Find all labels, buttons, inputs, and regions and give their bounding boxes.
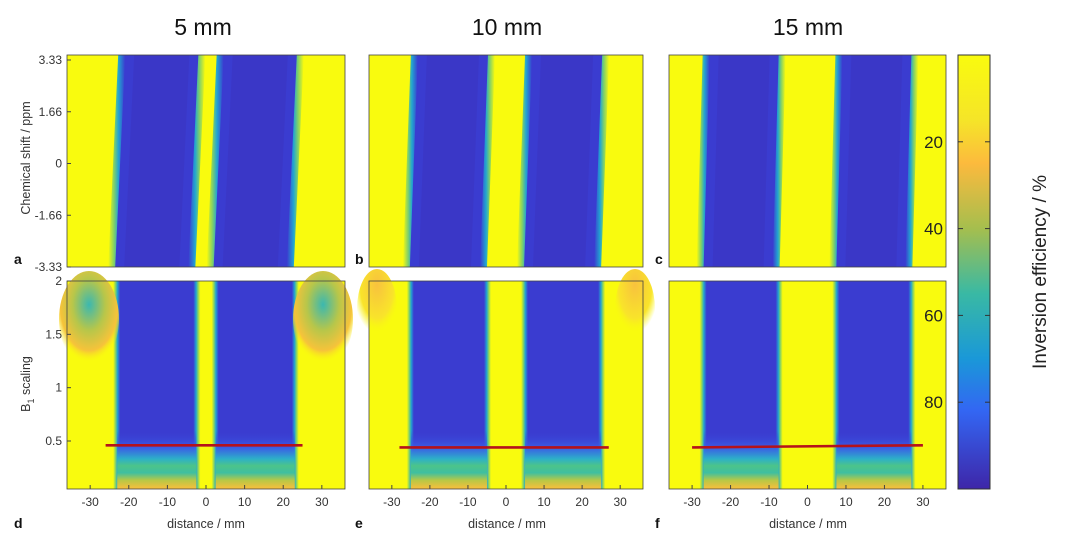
low-b1-fade — [703, 431, 779, 489]
panel-a — [67, 55, 345, 267]
column-title-15mm: 15 mm — [773, 14, 843, 40]
bottom-ylabel-rest: scaling — [19, 356, 33, 398]
corner-artifact — [293, 271, 353, 367]
band-edge — [479, 55, 495, 267]
y-tick-label: 0 — [55, 157, 62, 171]
panel-letter: f — [655, 515, 660, 531]
y-tick-label: 1.5 — [45, 327, 62, 341]
bottom-ylabel-sub: 1 — [26, 399, 36, 404]
x-tick-label: 0 — [804, 495, 811, 509]
corner-artifact — [59, 271, 119, 367]
bottom-ylabel: B1 scaling — [19, 356, 36, 412]
x-tick-label: 30 — [613, 495, 627, 509]
band-shade — [418, 55, 479, 267]
band-edge — [517, 55, 533, 267]
x-tick-label: -30 — [383, 495, 401, 509]
x-tick-label: 10 — [238, 495, 252, 509]
corner-artifact — [615, 269, 655, 349]
low-b1-fade — [525, 431, 602, 489]
panel-letter: c — [655, 251, 663, 267]
y-tick-label: 1 — [55, 381, 62, 395]
inversion-band — [700, 55, 782, 267]
panel-letter: d — [14, 515, 23, 531]
x-tick-label: 30 — [916, 495, 930, 509]
panel-letter: b — [355, 251, 364, 267]
band-edge — [286, 55, 304, 267]
panel-frame — [668, 54, 947, 268]
x-tick-label: -10 — [459, 495, 477, 509]
x-tick-label: 0 — [503, 495, 510, 509]
y-tick-label: 2 — [55, 274, 62, 288]
y-tick-label: 1.66 — [39, 105, 63, 119]
colorbar-tick-label: 20 — [924, 133, 943, 152]
inversion-band — [112, 55, 202, 267]
y-tick-label: 3.33 — [39, 53, 63, 67]
x-tick-label: -10 — [760, 495, 778, 509]
x-tick-label: 20 — [277, 495, 291, 509]
colorbar-tick-label: 80 — [924, 393, 943, 412]
corner-artifact — [357, 269, 397, 349]
low-b1-fade — [215, 431, 295, 489]
band-edge — [188, 55, 206, 267]
y-tick-label: -3.33 — [35, 260, 63, 274]
band-shade — [845, 55, 903, 267]
band-shade — [712, 55, 770, 267]
xlabel-col1: distance / mm — [167, 517, 245, 531]
band-edge — [829, 55, 843, 267]
x-tick-label: -30 — [81, 495, 99, 509]
colorbar-ticks: 20 40 60 80 — [924, 133, 990, 412]
colorbar-label: Inversion efficiency / % — [1030, 175, 1051, 369]
red-threshold-line — [692, 443, 923, 449]
x-tick-label: 30 — [315, 495, 329, 509]
x-tick-label: 10 — [839, 495, 853, 509]
x-tick-label: 20 — [575, 495, 589, 509]
inversion-band — [833, 55, 915, 267]
panel-frame — [368, 54, 644, 268]
panel-frame — [66, 54, 346, 268]
xlabel-col2: distance / mm — [468, 517, 546, 531]
x-tick-label: -20 — [120, 495, 138, 509]
panel-letter: e — [355, 515, 363, 531]
x-tick-label: 0 — [203, 495, 210, 509]
band-edge — [206, 55, 224, 267]
band-edge — [696, 55, 710, 267]
band-shade — [222, 55, 288, 267]
inversion-band — [521, 55, 606, 267]
bottom-ylabel-main: B — [19, 404, 33, 412]
x-tick-label: -30 — [683, 495, 701, 509]
band-edge — [772, 55, 786, 267]
column-title-10mm: 10 mm — [472, 14, 542, 40]
band-edge — [402, 55, 418, 267]
y-tick-label: 0.5 — [45, 434, 62, 448]
colorbar — [957, 54, 991, 490]
x-tick-label: 20 — [878, 495, 892, 509]
xlabel-col3: distance / mm — [769, 517, 847, 531]
y-tick-label: -1.66 — [35, 208, 63, 222]
panel-letter: a — [14, 251, 22, 267]
band-edge — [905, 55, 919, 267]
band-edge — [108, 55, 126, 267]
x-tick-label: -10 — [159, 495, 177, 509]
colorbar-tick-label: 40 — [924, 220, 943, 239]
band-edge — [594, 55, 610, 267]
low-b1-fade — [836, 431, 912, 489]
x-tick-label: 10 — [537, 495, 551, 509]
x-tick-label: -20 — [421, 495, 439, 509]
inversion-band — [210, 55, 300, 267]
colorbar-tick-label: 60 — [924, 306, 943, 325]
inversion-band — [406, 55, 491, 267]
low-b1-fade — [410, 431, 487, 489]
band-shade — [124, 55, 190, 267]
band-shade — [533, 55, 594, 267]
low-b1-fade — [117, 431, 197, 489]
column-title-5mm: 5 mm — [174, 14, 232, 40]
x-tick-label: -20 — [722, 495, 740, 509]
top-ylabel: Chemical shift / ppm — [19, 101, 33, 214]
